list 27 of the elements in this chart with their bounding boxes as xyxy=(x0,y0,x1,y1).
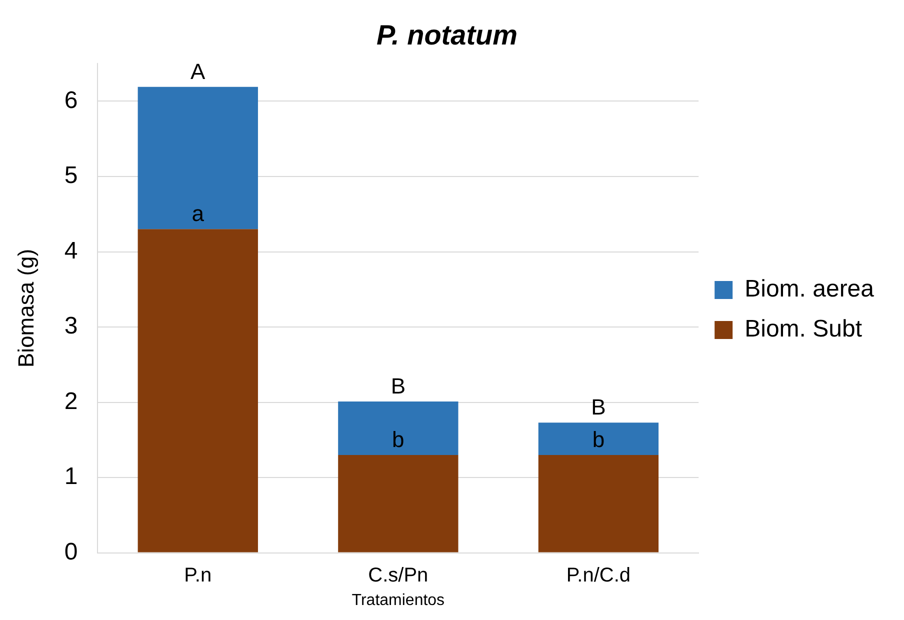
x-tick-label: P.n/C.d xyxy=(566,564,631,586)
annotation: B xyxy=(390,374,406,399)
bar xyxy=(138,229,258,552)
y-tick-label: 1 xyxy=(64,463,78,490)
chart-title: P. notatum xyxy=(376,20,518,51)
y-tick-label: 3 xyxy=(64,312,78,340)
legend-label: Biom. Subt xyxy=(744,316,862,343)
bar xyxy=(138,86,258,230)
annotation: a xyxy=(192,201,205,226)
bar xyxy=(538,422,659,455)
x-tick-label: P.n xyxy=(184,564,212,586)
x-tick-label: C.s/Pn xyxy=(368,564,428,586)
y-tick-label: 4 xyxy=(64,237,78,264)
bar xyxy=(538,454,659,552)
bar xyxy=(338,454,458,552)
y-tick-label: 5 xyxy=(64,162,78,190)
bar xyxy=(338,402,458,455)
y-tick-label: 6 xyxy=(64,86,78,114)
y-tick-label: 2 xyxy=(64,388,78,415)
legend-label: Biom. aerea xyxy=(744,276,875,303)
annotation: A xyxy=(190,58,206,84)
annotation: B xyxy=(591,394,606,420)
annotation: b xyxy=(392,427,404,452)
y-axis-title: Biomasa (g) xyxy=(13,248,38,368)
annotation: b xyxy=(592,427,605,452)
x-axis-title: Tratamientos xyxy=(352,592,445,609)
y-tick-label: 0 xyxy=(64,538,78,566)
